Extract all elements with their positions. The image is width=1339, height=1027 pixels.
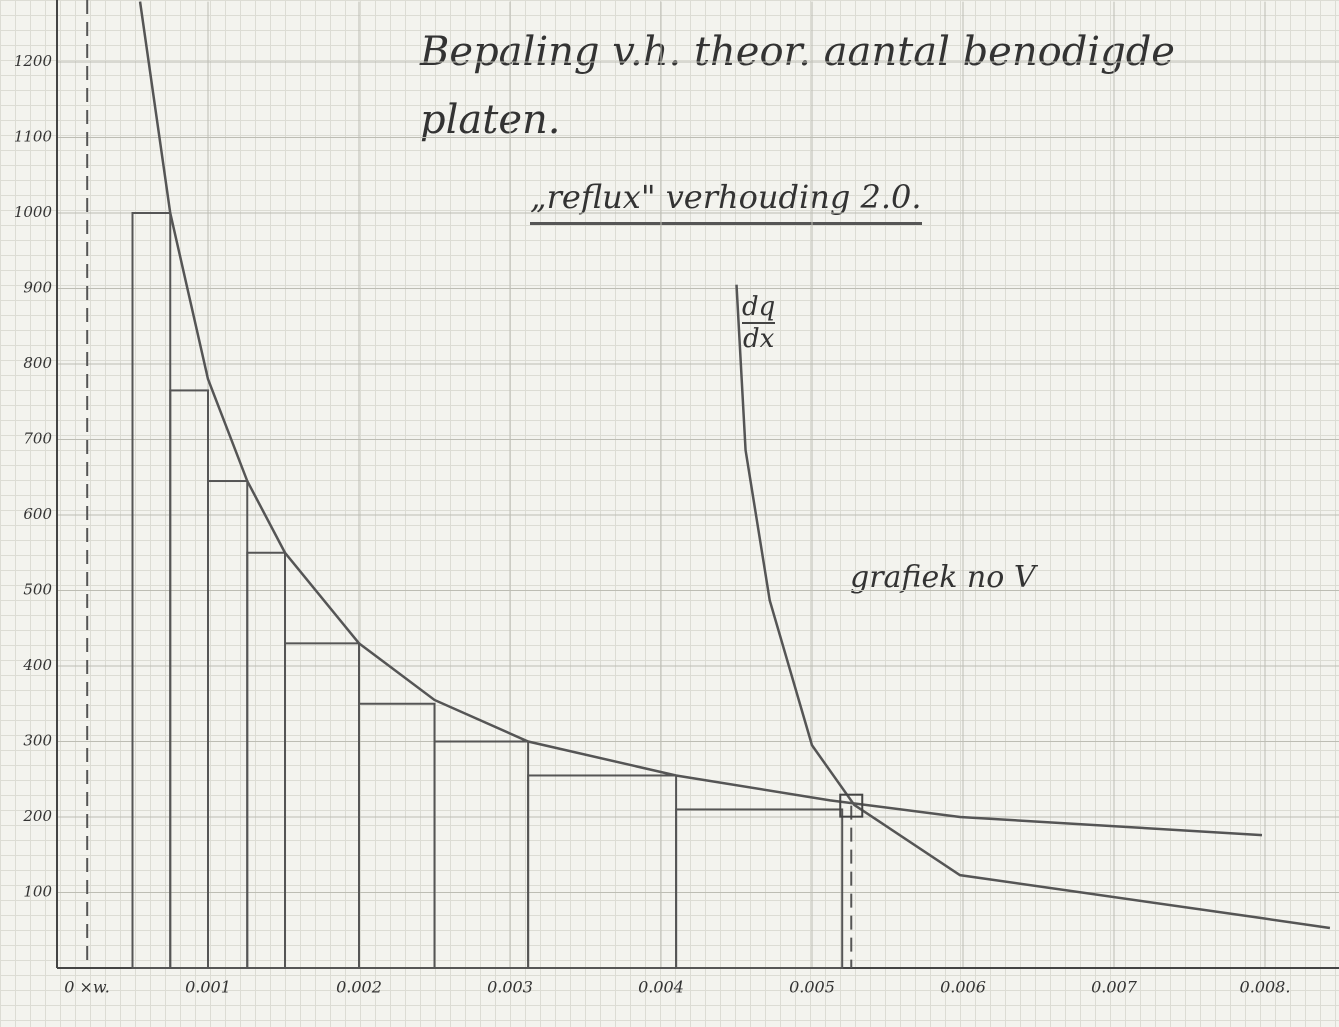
line-series bbox=[735, 284, 1331, 930]
chart-subtitle: „reflux" verhouding 2.0. bbox=[530, 178, 922, 225]
y-tick-label: 100 bbox=[23, 883, 52, 901]
x-tick-label: 0.005 bbox=[789, 978, 835, 997]
y-tick-label: 1000 bbox=[14, 203, 53, 221]
intersection-marker bbox=[839, 793, 864, 818]
plate-step bbox=[169, 389, 209, 969]
x-tick-label: 0.007 bbox=[1091, 978, 1138, 997]
y-tick-label: 600 bbox=[23, 505, 52, 523]
y-tick-label: 400 bbox=[22, 656, 52, 674]
x-tick-label: 0.002 bbox=[336, 978, 382, 997]
curve-label: dq dx bbox=[742, 292, 776, 354]
x-tick-label: 0.001 bbox=[185, 978, 231, 997]
y-tick-label: 700 bbox=[23, 430, 52, 448]
x-tick-label: 0.003 bbox=[487, 978, 533, 997]
y-tick-label: 900 bbox=[23, 279, 52, 297]
plate-step bbox=[675, 808, 844, 970]
y-tick-label: 1100 bbox=[14, 128, 53, 146]
plate-step bbox=[433, 740, 530, 969]
y-tick-label: 1200 bbox=[14, 52, 53, 70]
annotation: grafiek no V bbox=[850, 560, 1036, 595]
chart-title: Bepaling v.h. theor. aantal benodigde pl… bbox=[420, 29, 1175, 143]
plate-step bbox=[207, 480, 249, 969]
x-tick-label: 0.006 bbox=[940, 978, 986, 997]
y-tick-label: 800 bbox=[23, 354, 52, 372]
plate-step bbox=[527, 774, 678, 969]
line-series bbox=[138, 1, 1263, 837]
x-tick-label: 0.008. bbox=[1240, 978, 1291, 997]
plate-step bbox=[284, 642, 361, 969]
y-tick-label: 200 bbox=[22, 807, 52, 825]
x-tick-label: 0.004 bbox=[638, 978, 684, 997]
y-tick-label: 300 bbox=[23, 732, 52, 750]
x-tick-label: 0 ×w. bbox=[64, 978, 110, 997]
plate-step bbox=[246, 551, 287, 969]
y-tick-label: 500 bbox=[23, 581, 52, 599]
plate-step bbox=[358, 702, 436, 969]
